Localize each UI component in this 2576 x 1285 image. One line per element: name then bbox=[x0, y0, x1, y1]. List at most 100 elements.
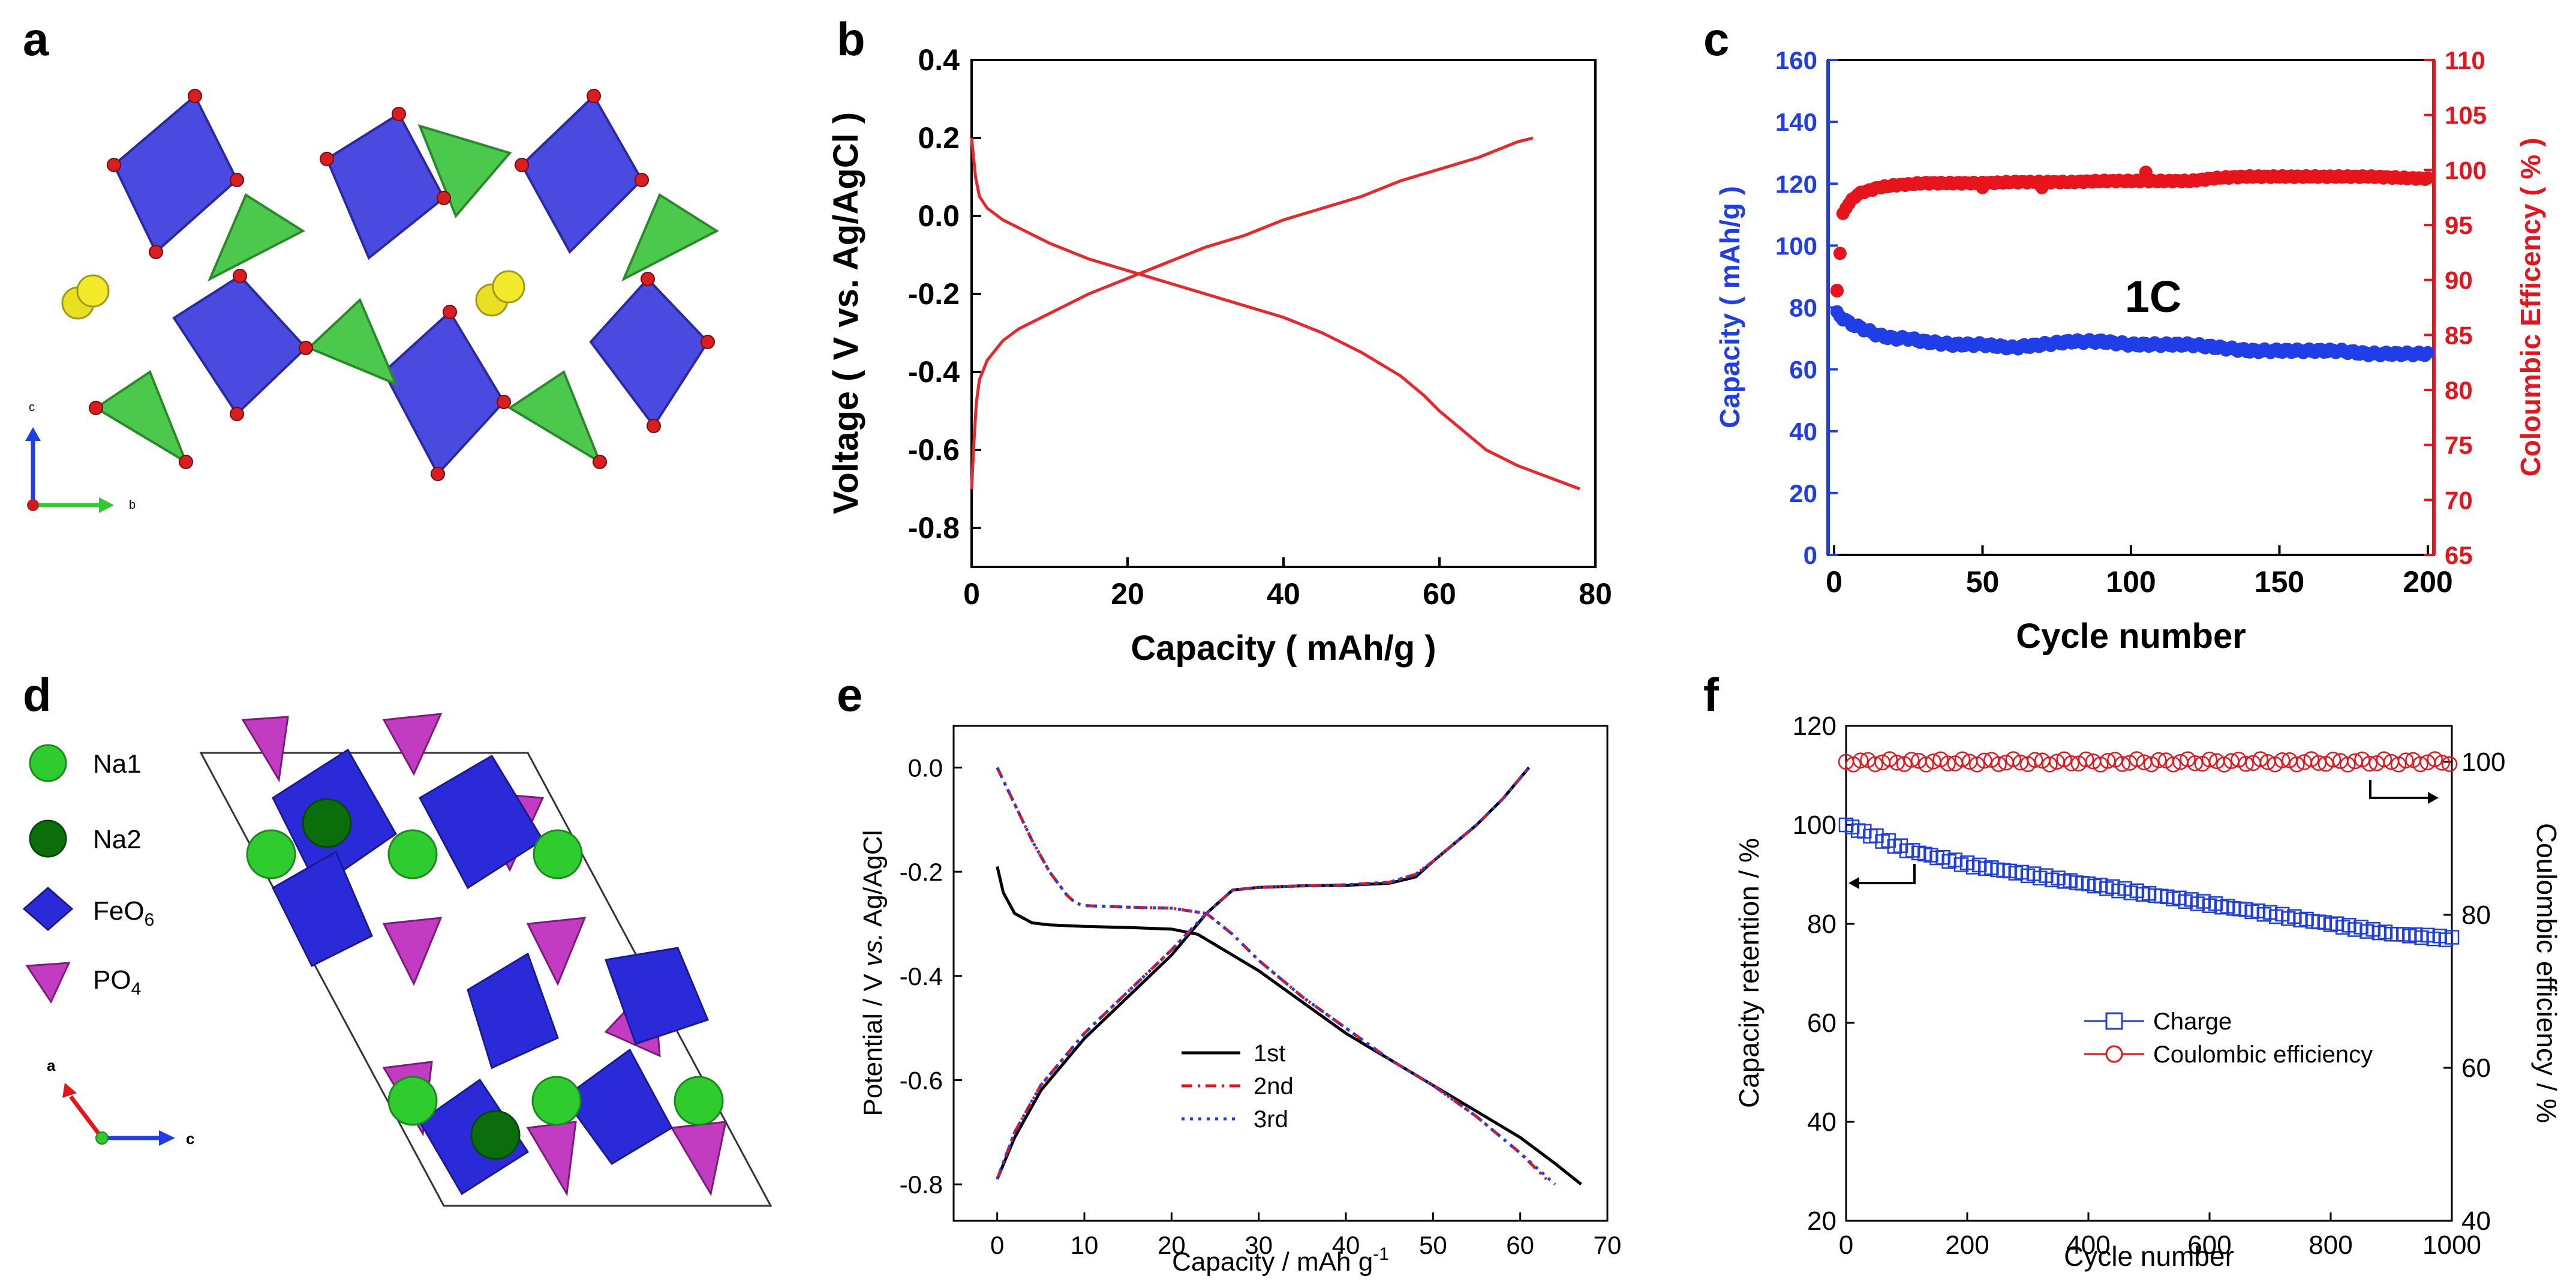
y-tick-label-left: 160 bbox=[1775, 46, 1817, 74]
y-tick-label-right: 60 bbox=[2461, 1053, 2491, 1083]
atom bbox=[299, 341, 313, 355]
y-tick-label-right: 100 bbox=[2445, 156, 2487, 184]
y-tick-label-right: 80 bbox=[2445, 376, 2473, 404]
legend-icon-feo6 bbox=[22, 887, 74, 931]
ce-marker bbox=[1881, 751, 1898, 767]
y-tick-label-right: 70 bbox=[2445, 486, 2473, 514]
octahedron bbox=[589, 277, 710, 428]
x-tick-label: 50 bbox=[1419, 1231, 1447, 1259]
series-group bbox=[996, 766, 1582, 1186]
legend-label-na2: Na2 bbox=[93, 825, 142, 854]
x-tick-label: 150 bbox=[2255, 565, 2304, 599]
y-tick-label-right: 110 bbox=[2445, 46, 2485, 74]
x-axis-label: Capacity ( mAh/g ) bbox=[1131, 629, 1436, 668]
po4-tetrahedron bbox=[382, 917, 443, 986]
axis-label-b: b bbox=[129, 499, 136, 512]
x-tick-label: 30 bbox=[1245, 1231, 1273, 1259]
axis-origin-d bbox=[95, 1131, 109, 1145]
y-tick-label: 0.4 bbox=[918, 43, 960, 77]
chart-e: 0 10 20 30 40 50 60 70 0.0 -0.2 -0.4 -0.6 -0.8 1st 2n… bbox=[858, 725, 1621, 1277]
y-tick-label-right: 80 bbox=[2461, 900, 2491, 930]
legend-label-feo6: FeO6 bbox=[93, 896, 154, 930]
ce-marker bbox=[1976, 752, 1992, 769]
x-tick-label: 0 bbox=[990, 1231, 1004, 1259]
chart-b: 0 20 40 60 80 0.4 0.2 0.0 -0.2 -0.4 -0.6 -0.8 Capac… bbox=[826, 43, 1612, 668]
x-tick-label: 20 bbox=[1111, 577, 1144, 611]
ce-marker bbox=[1903, 752, 1920, 768]
ce-marker bbox=[2252, 751, 2269, 767]
y-axis-label-left: Capacity ( mAh/g ) bbox=[1714, 186, 1745, 428]
chart-f: 0 200 400 600 800 1000 20 40 60 80 100 120 40 60 80 100… bbox=[1733, 711, 2562, 1272]
na1-atom bbox=[533, 829, 583, 879]
atom bbox=[593, 455, 607, 469]
panel-letter-b: b bbox=[837, 13, 865, 65]
atom bbox=[647, 419, 661, 433]
atom bbox=[230, 173, 244, 187]
axis-arrowhead-b bbox=[99, 497, 114, 513]
y-tick-label: -0.8 bbox=[900, 1170, 943, 1199]
atom bbox=[188, 89, 202, 103]
x-tick-label: 0 bbox=[1826, 565, 1842, 599]
ce-marker bbox=[2412, 756, 2428, 773]
annotation-1c: 1C bbox=[2125, 272, 2182, 322]
tetrahedron bbox=[417, 124, 512, 218]
ce-point-outlier bbox=[2035, 181, 2049, 194]
tetrahedron bbox=[507, 370, 603, 465]
legend-label: Charge bbox=[2153, 1008, 2232, 1035]
ce-marker bbox=[1867, 756, 1883, 773]
axis-arrowhead-c-d bbox=[159, 1130, 175, 1146]
atom bbox=[635, 173, 649, 187]
legend-label-2nd: 2nd bbox=[1254, 1073, 1294, 1100]
ce-point bbox=[1833, 247, 1847, 260]
ce-marker bbox=[1845, 756, 1862, 773]
atom bbox=[392, 107, 406, 121]
octahedron bbox=[382, 310, 506, 476]
ce-point bbox=[2421, 171, 2434, 185]
po4-tetrahedron bbox=[241, 716, 289, 783]
plot-frame bbox=[1845, 725, 2453, 1222]
ce-point-outlier bbox=[1830, 284, 1844, 298]
tetrahedron bbox=[207, 193, 306, 282]
atom bbox=[443, 305, 457, 319]
charge-marker bbox=[2444, 930, 2460, 945]
y-tick-label-left: 80 bbox=[1789, 294, 1817, 322]
series-line-2nd-charge bbox=[996, 766, 1531, 1180]
y-tick-label-left: 120 bbox=[1793, 711, 1836, 741]
series-line-1st bbox=[996, 866, 1582, 1186]
legend-marker-circle bbox=[2105, 1045, 2123, 1063]
feo6-octahedron bbox=[604, 947, 710, 1045]
series-line-discharge bbox=[970, 137, 1580, 491]
ce-marker bbox=[2441, 756, 2458, 772]
ce-marker bbox=[2361, 755, 2377, 772]
octahedron bbox=[172, 274, 308, 416]
x-tick-label: 50 bbox=[1966, 565, 2000, 599]
y-tick-label: 0.0 bbox=[908, 753, 943, 782]
axis-arrowhead-c bbox=[25, 427, 41, 441]
atom bbox=[320, 152, 334, 166]
x-axis-label: Cycle number bbox=[2016, 617, 2246, 656]
y-axis-label: Voltage ( V vs. Ag/AgCl ) bbox=[826, 112, 865, 514]
x-axis-label: Cycle number bbox=[2064, 1241, 2234, 1272]
axis-label-a: a bbox=[47, 1056, 56, 1074]
panel-letter-d: d bbox=[23, 668, 52, 721]
structure-a: c b bbox=[25, 89, 720, 513]
axis-arrow-a bbox=[69, 1095, 104, 1140]
na1-atom bbox=[246, 829, 296, 879]
ce-marker bbox=[1940, 755, 1956, 771]
y-tick-label: 0.0 bbox=[918, 199, 960, 233]
atom bbox=[233, 269, 247, 283]
ce-marker bbox=[2434, 755, 2451, 771]
y-tick-label-left: 140 bbox=[1775, 108, 1817, 136]
x-tick-label: 0 bbox=[1839, 1230, 1853, 1260]
legend: Charge Coulombic efficiency bbox=[2084, 1008, 2373, 1068]
x-tick-label: 40 bbox=[1267, 577, 1300, 611]
y-axis-label: Potential / V vs. Ag/AgCl bbox=[858, 830, 888, 1116]
ce-marker bbox=[1918, 756, 1934, 773]
tick-group: 0 50 100 150 200 0 20 40 60 80 100 120 140 160 65 70 75 8… bbox=[1775, 46, 2487, 599]
ce-marker bbox=[2100, 753, 2116, 769]
ce-marker bbox=[2150, 752, 2167, 768]
legend-label-po4-sub: 4 bbox=[131, 979, 142, 999]
na1-atom bbox=[387, 1076, 438, 1126]
y-tick-label: -0.8 bbox=[908, 511, 960, 545]
